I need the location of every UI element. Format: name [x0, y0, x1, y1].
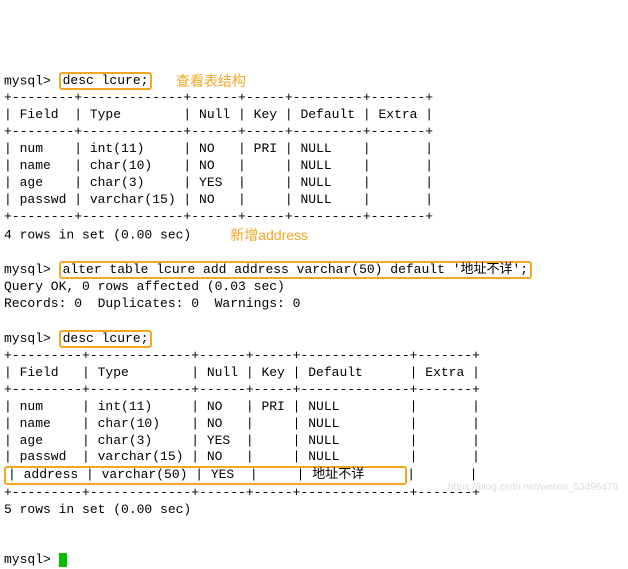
- table2-row: | num | int(11) | NO | PRI | NULL | |: [4, 399, 480, 414]
- table2-border-bot: +---------+-------------+------+-----+--…: [4, 485, 480, 500]
- table2-row: | passwd | varchar(15) | NO | | NULL | |: [4, 449, 480, 464]
- prompt: mysql>: [4, 262, 51, 277]
- prompt: mysql>: [4, 73, 51, 88]
- table1-row: | num | int(11) | NO | PRI | NULL | |: [4, 141, 433, 156]
- alter-result-1: Query OK, 0 rows affected (0.03 sec): [4, 279, 285, 294]
- table1-header: | Field | Type | Null | Key | Default | …: [4, 107, 433, 122]
- table2-header: | Field | Type | Null | Key | Default | …: [4, 365, 480, 380]
- cursor[interactable]: [59, 553, 67, 567]
- table1-row: | name | char(10) | NO | | NULL | |: [4, 158, 433, 173]
- table2-row: | name | char(10) | NO | | NULL | |: [4, 416, 480, 431]
- table2-border-top: +---------+-------------+------+-----+--…: [4, 348, 480, 363]
- annotation-view-structure: 查看表结构: [176, 72, 246, 90]
- annotation-add-address: 新增address: [230, 226, 308, 244]
- table2-row-address: | address | varchar(50) | YES | | 地址不详: [4, 466, 407, 484]
- table1-border-bot: +--------+-------------+------+-----+---…: [4, 209, 433, 224]
- table2-row: | age | char(3) | YES | | NULL | |: [4, 433, 480, 448]
- prompt: mysql>: [4, 331, 51, 346]
- table1-border-mid: +--------+-------------+------+-----+---…: [4, 124, 433, 139]
- watermark: https://blog.csdn.net/weixin_53496478: [448, 481, 618, 494]
- alter-result-2: Records: 0 Duplicates: 0 Warnings: 0: [4, 296, 300, 311]
- table1-border-top: +--------+-------------+------+-----+---…: [4, 90, 433, 105]
- table1-row: | passwd | varchar(15) | NO | | NULL | |: [4, 192, 433, 207]
- table2-border-mid: +---------+-------------+------+-----+--…: [4, 382, 480, 397]
- command-desc-2: desc lcure;: [59, 330, 153, 348]
- table1-result: 4 rows in set (0.00 sec): [4, 227, 191, 242]
- command-desc-1: desc lcure;: [59, 72, 153, 90]
- table2-result: 5 rows in set (0.00 sec): [4, 502, 191, 517]
- command-alter: alter table lcure add address varchar(50…: [59, 261, 532, 279]
- prompt: mysql>: [4, 552, 51, 567]
- table1-row: | age | char(3) | YES | | NULL | |: [4, 175, 433, 190]
